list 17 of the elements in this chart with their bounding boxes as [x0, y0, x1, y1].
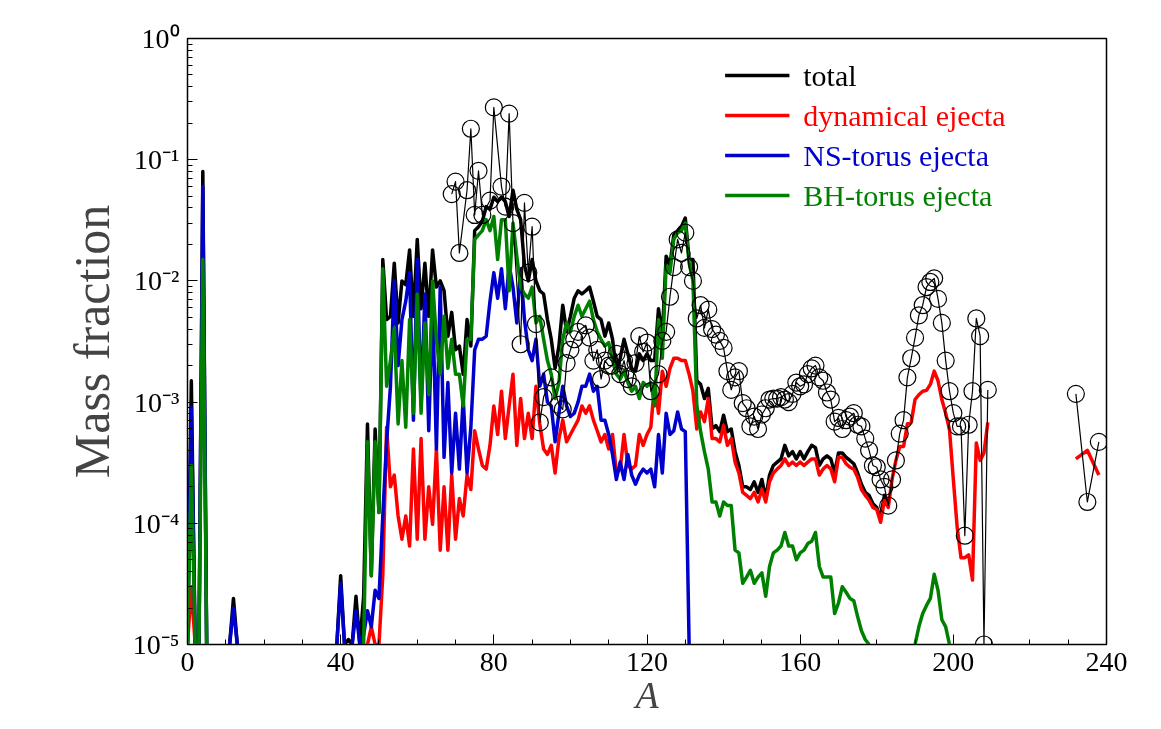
x-tick-label: 40 — [326, 645, 355, 677]
y-tick-label: 10⁻¹ — [134, 144, 180, 176]
legend-label: NS-torus ejecta — [803, 138, 990, 172]
y-tick-label: 10⁻⁴ — [132, 507, 180, 539]
legend-label: total — [803, 58, 857, 92]
x-tick-label: 240 — [1085, 645, 1128, 677]
x-tick-label: 80 — [479, 645, 508, 677]
y-axis-title: Mass fraction — [63, 204, 120, 479]
y-tick-label: 10⁻⁵ — [132, 629, 180, 660]
y-tick-label: 10⁻² — [134, 265, 180, 297]
legend-label: BH-torus ejecta — [803, 178, 993, 212]
x-tick-label: 160 — [779, 645, 822, 677]
legend-label: dynamical ejecta — [803, 98, 1006, 132]
y-tick-label: 10⁻³ — [134, 386, 180, 418]
y-tick-label: 10⁰ — [141, 23, 180, 54]
x-tick-label: 0 — [180, 645, 195, 677]
x-tick-label: 200 — [932, 645, 975, 677]
